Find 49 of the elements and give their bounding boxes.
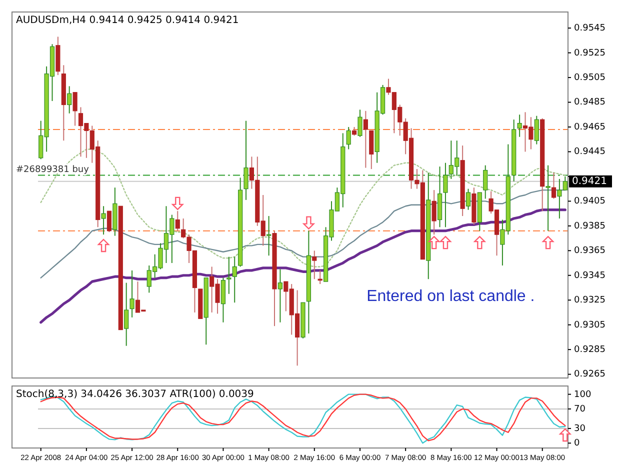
candlestick bbox=[278, 268, 282, 323]
ref-line-label: 0.9421 bbox=[572, 176, 607, 188]
candlestick bbox=[551, 172, 556, 200]
y-tick-label: 0.9345 bbox=[574, 270, 606, 281]
y-tick-label: 0.9385 bbox=[574, 221, 606, 232]
y-tick-label: 0.9485 bbox=[574, 98, 606, 108]
candlestick bbox=[130, 270, 134, 318]
candlestick bbox=[517, 114, 522, 138]
candlestick bbox=[483, 164, 488, 200]
y-tick-label: 0.9305 bbox=[574, 320, 606, 330]
candlestick bbox=[226, 256, 232, 294]
y-tick-label: 0.9325 bbox=[574, 296, 606, 306]
candlestick bbox=[175, 210, 180, 232]
y-tick-label: 0.9405 bbox=[574, 196, 606, 207]
candlestick bbox=[546, 164, 550, 232]
y-tick-label: 0 bbox=[574, 438, 580, 449]
candlestick bbox=[101, 206, 106, 236]
candlestick bbox=[106, 210, 112, 233]
candlestick bbox=[358, 109, 362, 138]
candlestick bbox=[312, 250, 317, 280]
ref-line-label: #26899381 buy bbox=[16, 165, 90, 176]
y-tick-label: 0.9545 bbox=[574, 24, 606, 34]
y-tick-label: 0.9265 bbox=[574, 370, 606, 380]
y-tick-label: 0.9445 bbox=[574, 147, 606, 158]
y-tick-label: 0.9505 bbox=[574, 72, 606, 84]
chart-title: AUDUSDm,H4 0.9414 0.9425 0.9414 0.9421 bbox=[16, 15, 239, 26]
candlestick bbox=[369, 130, 374, 170]
candlestick bbox=[67, 86, 72, 114]
annotation: Entered on last candle . bbox=[366, 288, 535, 306]
candlestick bbox=[443, 162, 448, 228]
candlestick bbox=[220, 277, 226, 323]
candlestick bbox=[244, 120, 248, 200]
y-tick-label: 0.9365 bbox=[574, 246, 606, 256]
candlestick bbox=[534, 115, 539, 145]
y-tick-label: 0.9285 bbox=[574, 345, 606, 356]
candlestick bbox=[124, 282, 129, 346]
y-tick-label: 100 bbox=[574, 390, 592, 400]
y-tick-label: 30 bbox=[574, 424, 586, 434]
candlestick bbox=[266, 216, 272, 256]
candlestick bbox=[432, 190, 436, 236]
candlestick bbox=[363, 110, 368, 168]
candlestick bbox=[232, 256, 237, 304]
chart-title: Stoch(8,3,3) 34.0426 36.3037 ATR(100) 0.0039 bbox=[16, 389, 254, 400]
candlestick bbox=[72, 92, 78, 126]
y-tick-label: 0.9465 bbox=[574, 122, 606, 132]
y-tick-label: 70 bbox=[574, 404, 586, 414]
candlestick bbox=[466, 188, 471, 210]
candlestick bbox=[346, 126, 351, 150]
y-tick-label: 0.9525 bbox=[574, 48, 606, 58]
